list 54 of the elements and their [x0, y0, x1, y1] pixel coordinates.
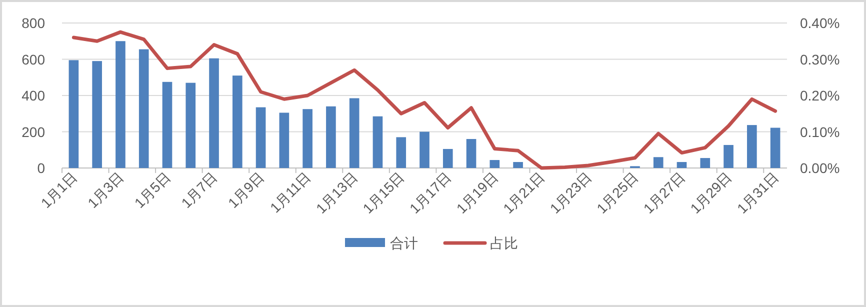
bar: [372, 116, 383, 168]
y-tick-label: 200: [22, 124, 46, 140]
bar: [466, 139, 476, 168]
y2-tick-label: 0.20%: [800, 88, 840, 104]
bar: [232, 76, 242, 168]
bar: [724, 144, 734, 168]
x-tick-label: 1月17日: [406, 168, 454, 216]
y2-tick-label: 0.00%: [800, 160, 840, 176]
line-series: [72, 30, 778, 170]
bar: [302, 109, 312, 168]
bar: [770, 128, 780, 168]
bar: [700, 158, 710, 168]
x-tick-label: 1月19日: [453, 168, 501, 216]
bar: [747, 125, 757, 168]
x-tick-label: 1月21日: [500, 168, 548, 216]
bar: [513, 162, 523, 168]
bar: [396, 137, 406, 168]
bar: [186, 82, 196, 168]
legend-label: 占比: [490, 235, 518, 251]
y2-tick-label: 0.10%: [800, 124, 840, 140]
bar: [420, 132, 430, 168]
x-tick-label: 1月5日: [131, 168, 174, 211]
bar: [209, 58, 219, 168]
x-tick-label: 1月7日: [178, 168, 220, 211]
x-tick-label: 1月11日: [266, 168, 314, 216]
x-tick-label: 1月3日: [84, 168, 127, 211]
x-tick-label: 1月25日: [593, 168, 642, 216]
x-tick-label: 1月9日: [224, 168, 267, 211]
x-tick-label: 1月29日: [687, 168, 735, 216]
y2-tick-label: 0.30%: [800, 51, 840, 68]
x-tick-label: 1月23日: [546, 168, 594, 216]
x-tick-label: 1月13日: [312, 168, 360, 216]
x-tick-label: 1月31日: [734, 168, 782, 216]
bar: [676, 162, 687, 168]
bar: [256, 107, 266, 168]
y2-tick-label: 0.40%: [800, 15, 840, 31]
bar: [279, 112, 290, 168]
bar: [116, 41, 126, 168]
bar: [653, 157, 664, 168]
x-tick-label: 1月27日: [640, 168, 688, 216]
bar: [92, 61, 102, 168]
x-tick-label: 1月15日: [360, 168, 408, 216]
legend-label: 合计: [390, 235, 418, 251]
bar: [490, 160, 500, 168]
y-tick-label: 0: [37, 160, 46, 176]
bar: [68, 60, 79, 168]
bar: [326, 106, 336, 168]
y-tick-label: 800: [22, 15, 46, 31]
bar: [138, 49, 149, 168]
bar: [162, 82, 172, 168]
bar: [442, 148, 453, 168]
y-tick-label: 600: [22, 51, 46, 68]
bar: [349, 98, 360, 168]
y-tick-label: 400: [22, 88, 46, 104]
